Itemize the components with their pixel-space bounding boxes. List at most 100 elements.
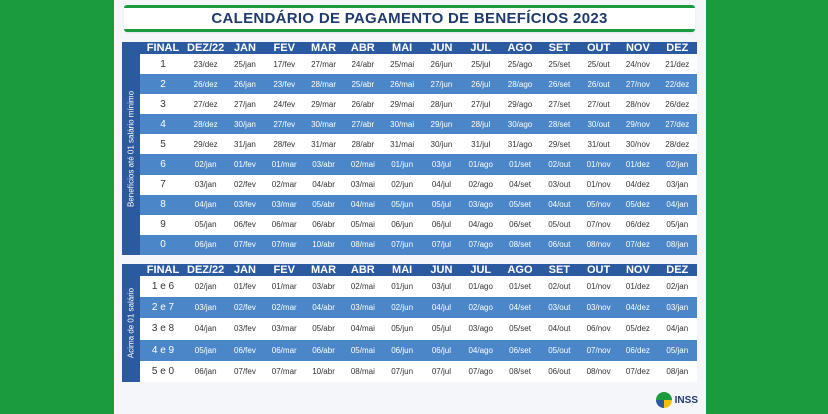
date-cell: 28/jun <box>421 94 462 115</box>
date-cell: 05/dez <box>618 318 658 340</box>
date-cell: 08/set <box>500 234 540 255</box>
column-header: SET <box>539 42 579 54</box>
date-cell: 03/jan <box>657 174 697 195</box>
date-cell: 05/mai <box>343 214 383 235</box>
date-cell: 06/jan <box>186 234 226 255</box>
table-row: 4 e 9 05/jan 06/fev 06/mar 06/abr 05/mai 06/ju… <box>140 339 697 361</box>
date-cell: 06/set <box>500 339 540 361</box>
date-cell: 03/nov <box>578 297 619 319</box>
date-cell: 06/jul <box>421 339 462 361</box>
date-cell: 02/jun <box>382 174 422 195</box>
column-header: DEZ/22 <box>186 42 226 54</box>
date-cell: 05/jun <box>382 318 422 340</box>
date-cell: 05/jul <box>421 318 462 340</box>
column-header: DEZ <box>657 42 697 54</box>
date-cell: 30/out <box>578 114 619 135</box>
date-cell: 02/ago <box>461 174 501 195</box>
column-header: MAI <box>382 42 422 54</box>
column-header: DEZ/22 <box>186 264 226 276</box>
date-cell: 02/fev <box>225 174 265 195</box>
date-cell: 06/dez <box>618 214 658 235</box>
date-cell: 07/ago <box>461 360 501 382</box>
side-label: Benefícios até 01 salário mínimo <box>126 90 136 207</box>
date-cell: 25/mai <box>382 54 422 75</box>
date-cell: 05/jul <box>421 194 462 215</box>
date-cell: 30/nov <box>618 134 658 155</box>
date-cell: 01/dez <box>618 276 658 298</box>
column-header: NOV <box>618 42 658 54</box>
date-cell: 05/jan <box>657 339 697 361</box>
date-cell: 03/fev <box>225 194 265 215</box>
date-cell: 08/jan <box>657 360 697 382</box>
date-cell: 05/out <box>539 214 579 235</box>
date-cell: 06/dez <box>618 339 658 361</box>
column-header: JUN <box>421 42 462 54</box>
date-cell: 07/fev <box>225 234 265 255</box>
date-cell: 01/nov <box>578 276 619 298</box>
table-row: 3 27/dez 27/jan 24/fev 29/mar 26/abr 29/mai 28/… <box>140 94 697 115</box>
date-cell: 24/fev <box>264 94 304 115</box>
column-header: MAI <box>382 264 422 276</box>
date-cell: 03/mai <box>343 174 383 195</box>
title-bar: CALENDÁRIO DE PAGAMENTO DE BENEFÍCIOS 20… <box>124 5 695 32</box>
date-cell: 28/dez <box>186 114 226 135</box>
date-cell: 30/jun <box>421 134 462 155</box>
date-cell: 06/out <box>539 360 579 382</box>
date-cell: 23/fev <box>264 74 304 95</box>
date-cell: 04/jan <box>186 194 226 215</box>
header-row: FINAL DEZ/22 JAN FEV MAR ABR MAI JUN JUL AGO SET OU… <box>140 264 697 276</box>
date-cell: 25/jan <box>225 54 265 75</box>
column-header: MAR <box>303 264 344 276</box>
table-row: 9 05/jan 06/fev 06/mar 06/abr 05/mai 06/jun 06/… <box>140 214 697 235</box>
payment-table-above-minimum: FINAL DEZ/22 JAN FEV MAR ABR MAI JUN JUL AGO SET OU… <box>140 264 697 382</box>
date-cell: 07/jun <box>382 360 422 382</box>
date-cell: 24/abr <box>343 54 383 75</box>
date-cell: 04/jan <box>657 318 697 340</box>
date-cell: 29/dez <box>186 134 226 155</box>
date-cell: 06/abr <box>303 339 344 361</box>
date-cell: 04/set <box>500 297 540 319</box>
final-digit-cell: 8 <box>140 194 186 215</box>
date-cell: 25/out <box>578 54 619 75</box>
date-cell: 27/jun <box>421 74 462 95</box>
date-cell: 07/dez <box>618 234 658 255</box>
date-cell: 28/abr <box>343 134 383 155</box>
table-block-above-minimum: Acima de 01 salário FINAL DEZ/22 JAN FEV MAR… <box>122 264 697 382</box>
date-cell: 03/mar <box>264 318 304 340</box>
date-cell: 06/out <box>539 234 579 255</box>
date-cell: 29/jun <box>421 114 462 135</box>
date-cell: 01/nov <box>578 174 619 195</box>
inss-logo-text: INSS <box>674 394 698 406</box>
date-cell: 01/mar <box>264 154 304 175</box>
date-cell: 10/abr <box>303 360 344 382</box>
date-cell: 02/mar <box>264 174 304 195</box>
date-cell: 02/jan <box>186 276 226 298</box>
date-cell: 31/ago <box>500 134 540 155</box>
date-cell: 05/abr <box>303 194 344 215</box>
date-cell: 01/jun <box>382 276 422 298</box>
date-cell: 03/out <box>539 297 579 319</box>
date-cell: 03/out <box>539 174 579 195</box>
date-cell: 26/jul <box>461 74 501 95</box>
date-cell: 28/ago <box>500 74 540 95</box>
date-cell: 17/fev <box>264 54 304 75</box>
date-cell: 29/mai <box>382 94 422 115</box>
final-digit-cell: 7 <box>140 174 186 195</box>
final-digit-cell: 9 <box>140 214 186 235</box>
final-digit-cell: 1 <box>140 54 186 75</box>
inss-logo-icon <box>655 392 672 408</box>
date-cell: 27/mar <box>303 54 344 75</box>
date-cell: 05/jan <box>657 214 697 235</box>
date-cell: 02/out <box>539 276 579 298</box>
date-cell: 03/mai <box>343 297 383 319</box>
final-digit-cell: 4 <box>140 114 186 135</box>
date-cell: 07/jul <box>421 360 462 382</box>
date-cell: 01/jun <box>382 154 422 175</box>
date-cell: 01/mar <box>264 276 304 298</box>
table-row: 5 29/dez 31/jan 28/fev 31/mar 28/abr 31/mai 30/… <box>140 134 697 155</box>
table-row: 2 e 7 03/jan 02/fev 02/mar 04/abr 03/mai 02/ju… <box>140 297 697 319</box>
date-cell: 28/fev <box>264 134 304 155</box>
column-header: ABR <box>343 264 383 276</box>
date-cell: 27/dez <box>186 94 226 115</box>
date-cell: 25/ago <box>500 54 540 75</box>
